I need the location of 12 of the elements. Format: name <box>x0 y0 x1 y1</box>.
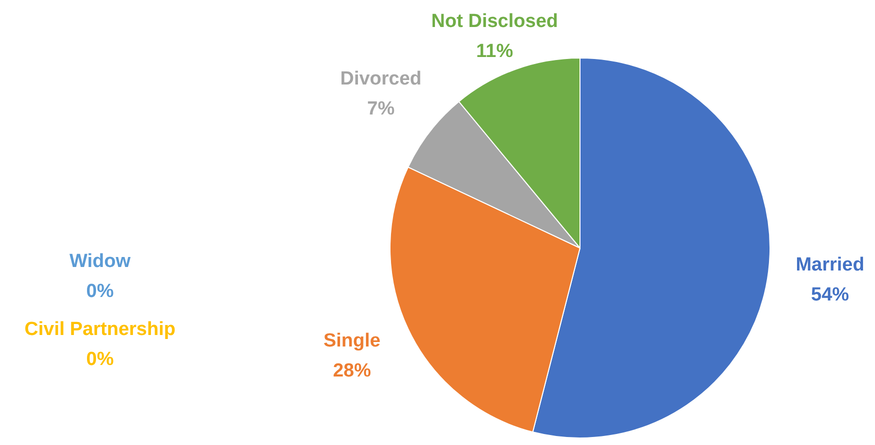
data-label: 28% <box>332 360 372 382</box>
category-label: Widow <box>69 251 131 272</box>
slice-label: Not Disclosed <box>431 11 558 32</box>
data-label: 11% <box>476 41 514 62</box>
category-label: Civil Partnership <box>24 319 176 340</box>
text: 0% <box>86 281 114 302</box>
slice-label: Single <box>323 330 380 352</box>
data-label: 54% <box>810 284 850 306</box>
slice-label: Divorced <box>340 68 422 90</box>
text: 0% <box>86 349 114 370</box>
data-label: 7% <box>367 98 395 120</box>
slice-label: Married <box>796 254 864 276</box>
